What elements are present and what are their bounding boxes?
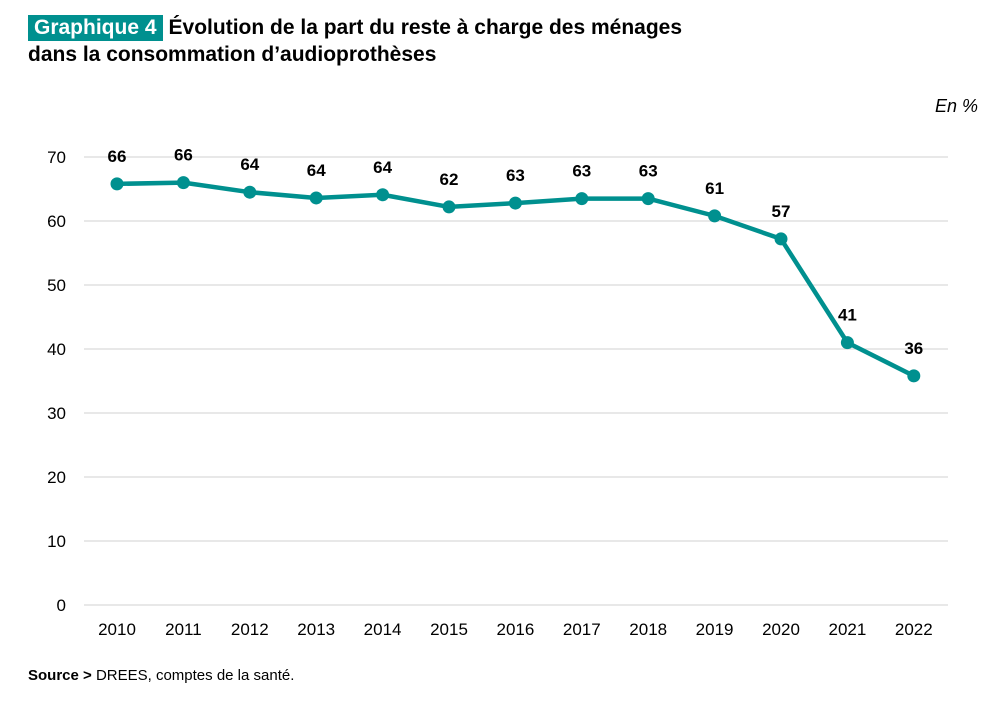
data-point xyxy=(243,185,257,199)
x-tick-label: 2013 xyxy=(297,620,335,639)
data-point xyxy=(641,192,655,206)
x-tick-label: 2019 xyxy=(696,620,734,639)
data-label: 62 xyxy=(440,170,459,189)
x-tick-label: 2011 xyxy=(165,620,202,639)
y-tick-label: 70 xyxy=(47,148,66,167)
y-tick-label: 20 xyxy=(47,468,66,487)
data-label: 63 xyxy=(506,166,525,185)
figure-badge: Graphique 4 xyxy=(28,15,163,41)
data-point xyxy=(575,192,589,206)
data-label: 41 xyxy=(838,306,857,325)
data-label: 64 xyxy=(307,161,326,180)
data-label: 66 xyxy=(108,147,127,166)
data-point xyxy=(774,232,788,246)
y-tick-label: 40 xyxy=(47,340,66,359)
data-point xyxy=(442,200,456,214)
data-label: 36 xyxy=(904,339,923,358)
y-tick-label: 60 xyxy=(47,212,66,231)
unit-label: En % xyxy=(934,96,978,116)
x-tick-label: 2021 xyxy=(828,620,866,639)
data-point xyxy=(840,336,854,350)
x-tick-label: 2017 xyxy=(563,620,601,639)
title-text-1: Évolution de la part du reste à charge d… xyxy=(168,16,683,39)
data-label: 61 xyxy=(705,179,724,198)
x-tick-label: 2018 xyxy=(629,620,667,639)
x-tick-label: 2020 xyxy=(762,620,800,639)
data-point xyxy=(309,191,323,205)
data-label: 63 xyxy=(572,162,591,181)
source-note: Source > DREES, comptes de la santé. xyxy=(28,667,294,684)
y-tick-label: 10 xyxy=(47,532,66,551)
title-text-2: dans la consommation d’audioprothèses xyxy=(28,43,437,66)
data-label: 66 xyxy=(174,146,193,165)
title-line-1: Graphique 4 Évolution de la part du reste… xyxy=(28,14,928,41)
x-tick-label: 2014 xyxy=(364,620,402,639)
data-label: 63 xyxy=(639,162,658,181)
data-label: 64 xyxy=(240,155,259,174)
y-tick-label: 0 xyxy=(57,596,66,615)
y-tick-label: 50 xyxy=(47,276,66,295)
x-tick-label: 2016 xyxy=(496,620,534,639)
chart-title: Graphique 4 Évolution de la part du reste… xyxy=(28,14,928,68)
data-point xyxy=(110,177,124,191)
data-point xyxy=(708,209,722,223)
data-point xyxy=(907,369,921,383)
source-label: Source > xyxy=(28,667,92,684)
source-text: DREES, comptes de la santé. xyxy=(91,667,295,684)
data-point xyxy=(176,176,190,190)
y-tick-label: 30 xyxy=(47,404,66,423)
data-point xyxy=(376,188,390,202)
x-tick-label: 2010 xyxy=(98,620,136,639)
data-point xyxy=(508,196,522,210)
data-label: 64 xyxy=(373,158,392,177)
x-tick-label: 2015 xyxy=(430,620,468,639)
x-tick-label: 2022 xyxy=(895,620,933,639)
series-line xyxy=(114,180,917,379)
x-tick-label: 2012 xyxy=(231,620,269,639)
data-label: 57 xyxy=(772,202,791,221)
